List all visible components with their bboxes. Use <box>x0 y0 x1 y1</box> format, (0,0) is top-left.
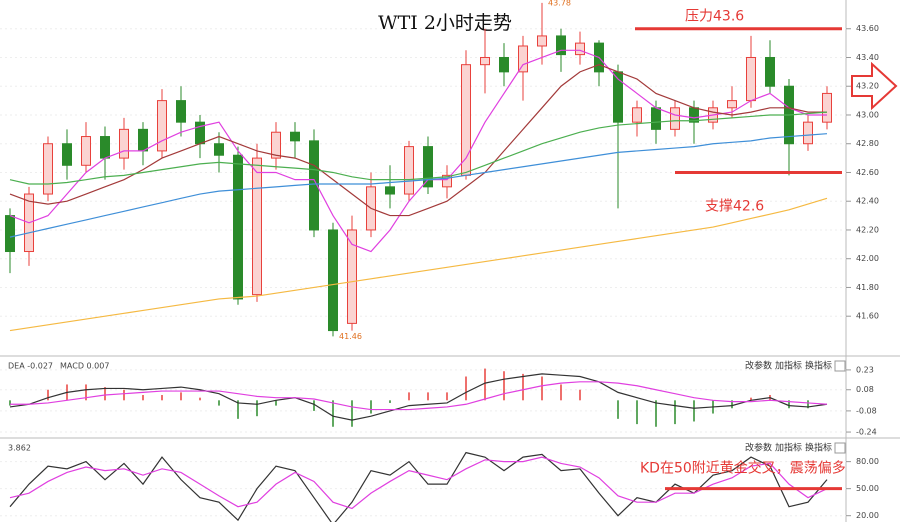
candle-body <box>100 136 110 159</box>
y-tick-label: 43.20 <box>856 82 879 91</box>
y-tick-label: 0.23 <box>856 365 874 374</box>
high-label: 43.78 <box>548 0 571 7</box>
candle-body <box>727 100 737 109</box>
y-tick-label: 20.00 <box>856 511 879 520</box>
candle-body <box>803 121 813 145</box>
panel-button[interactable]: 加指标 <box>775 360 802 372</box>
close-button[interactable] <box>834 360 846 372</box>
y-tick-label: 0.08 <box>856 385 874 394</box>
y-tick-label: 50.00 <box>856 484 879 493</box>
indicator-line <box>9 456 828 510</box>
indicator-line <box>9 197 828 332</box>
y-tick-label: 42.60 <box>856 168 879 177</box>
candle-body <box>81 136 91 166</box>
candle-body <box>518 45 528 73</box>
candle-body <box>746 56 756 102</box>
candle-body <box>480 56 490 66</box>
indicator-header: DEA -0.027 <box>8 362 53 371</box>
arrow-icon <box>851 61 898 111</box>
indicator-line <box>9 111 828 185</box>
indicator-header: MACD 0.007 <box>60 362 109 371</box>
panel-button[interactable]: 换指标 <box>805 360 832 372</box>
close-button[interactable] <box>834 442 846 454</box>
y-tick-label: 80.00 <box>856 457 879 466</box>
y-tick-label: 43.40 <box>856 53 879 62</box>
level-label: 压力43.6 <box>685 9 744 25</box>
candle-body <box>138 128 148 152</box>
indicator-line <box>9 373 828 421</box>
candle-body <box>670 107 680 130</box>
candle-body <box>214 143 224 156</box>
indicator-line <box>9 49 827 253</box>
candle-body <box>442 174 452 188</box>
candle-body <box>119 128 129 159</box>
y-tick-label: 43.60 <box>856 24 879 33</box>
panel-button[interactable]: 改参数 <box>745 360 772 372</box>
candle-body <box>62 143 72 166</box>
low-label: 41.46 <box>339 332 362 341</box>
y-tick-label: 42.40 <box>856 197 879 206</box>
y-tick-label: -0.08 <box>856 406 877 415</box>
candle-body <box>556 35 566 56</box>
y-tick-label: 42.00 <box>856 254 879 263</box>
candle-body <box>5 215 15 253</box>
y-tick-label: 42.20 <box>856 225 879 234</box>
candle-body <box>499 56 509 73</box>
level-label: 支撑42.6 <box>705 198 764 214</box>
chart-title: WTI 2小时走势 <box>378 12 512 34</box>
y-tick-label: 42.80 <box>856 139 879 148</box>
candle-body <box>43 143 53 195</box>
candle-body <box>252 157 262 296</box>
panel-button[interactable]: 改参数 <box>745 442 772 454</box>
candle-body <box>822 92 832 123</box>
y-tick-label: 41.80 <box>856 283 879 292</box>
candle-body <box>290 131 300 142</box>
annotation-text: KD在50附近黄金交叉，震荡偏多 <box>640 460 846 477</box>
indicator-line <box>9 133 828 238</box>
indicator-line <box>9 64 827 217</box>
candle-body <box>385 186 395 195</box>
candle-body <box>309 140 319 231</box>
candle-body <box>575 42 585 56</box>
y-tick-label: 41.60 <box>856 312 879 321</box>
indicator-line <box>10 381 828 411</box>
candle-body <box>157 100 167 152</box>
candle-body <box>423 146 433 188</box>
candle-body <box>176 100 186 123</box>
candle-body <box>328 229 338 332</box>
candle-body <box>632 107 642 123</box>
indicator-header: 3.862 <box>8 444 31 453</box>
candle-body <box>651 107 661 130</box>
panel-button[interactable]: 换指标 <box>805 442 832 454</box>
candle-body <box>404 146 414 195</box>
y-tick-label: -0.24 <box>856 428 877 437</box>
panel-button[interactable]: 加指标 <box>775 442 802 454</box>
candle-body <box>347 229 357 324</box>
candle-body <box>537 35 547 47</box>
y-tick-label: 43.00 <box>856 110 879 119</box>
candle-body <box>233 154 243 300</box>
candle-body <box>765 56 775 87</box>
candle-body <box>271 131 281 159</box>
